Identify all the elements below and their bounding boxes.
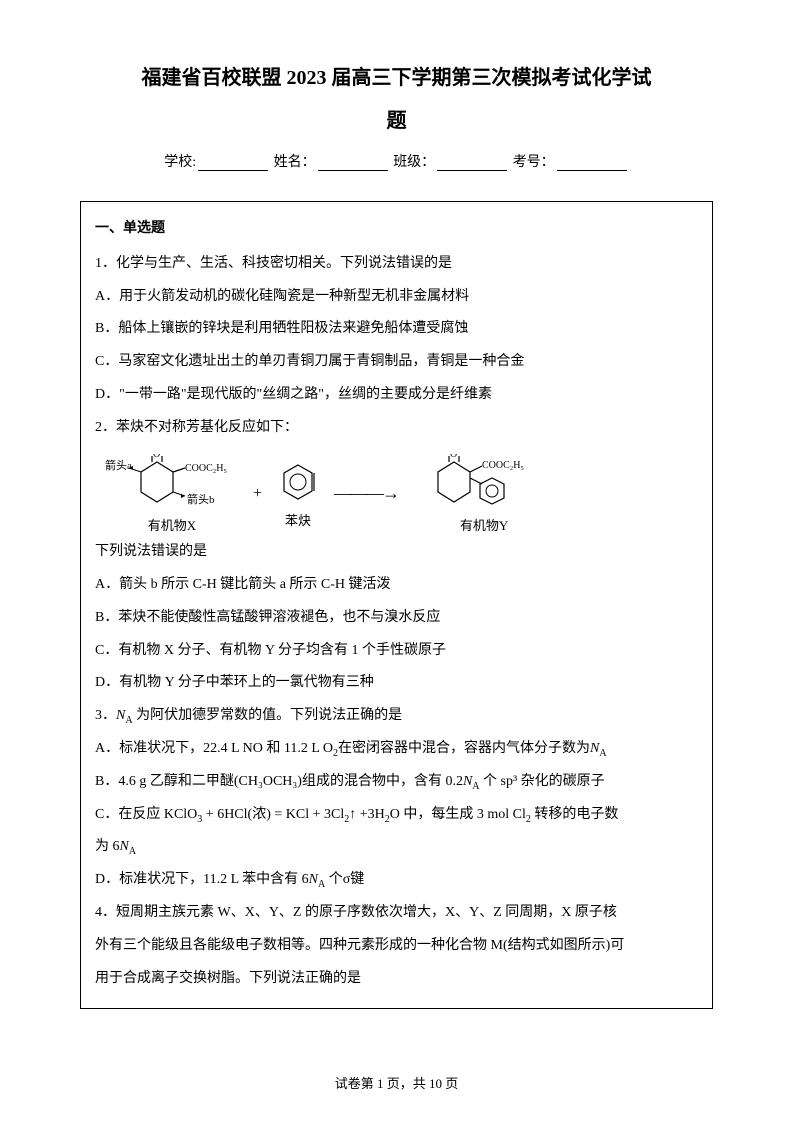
blank-class[interactable] [437, 155, 507, 171]
q3b-na: N [463, 774, 472, 789]
plus-icon: + [253, 484, 262, 503]
q3c2-na: N [120, 839, 129, 854]
molecule-y-label: 有机物Y [460, 518, 508, 534]
q2-option-a: A．箭头 b 所示 C-H 键比箭头 a 所示 C-H 键活泼 [95, 570, 698, 601]
q3-stem-post: 为阿伏加德罗常数的值。下列说法正确的是 [133, 708, 403, 723]
q2-option-c: C．有机物 X 分子、有机物 Y 分子均含有 1 个手性碳原子 [95, 636, 698, 667]
q3c-mid1: + 6HCl(浓) = KCl + 3Cl [202, 807, 344, 822]
q3-na-sub: A [125, 715, 132, 726]
q3d-pre: D．标准状况下，11.2 L 苯中含有 6 [95, 872, 309, 887]
q1-stem: 1．化学与生产、生活、科技密切相关。下列说法错误的是 [95, 249, 698, 280]
q3-option-b: B．4.6 g 乙醇和二甲醚(CH₃OCH₃)组成的混合物中，含有 0.2NA … [95, 767, 698, 798]
q3-option-d: D．标准状况下，11.2 L 苯中含有 6NA 个σ键 [95, 865, 698, 896]
q4-line1: 4．短周期主族元素 W、X、Y、Z 的原子序数依次增大，X、Y、Z 同周期，X … [95, 898, 698, 929]
q3b-post: 个 sp³ 杂化的碳原子 [480, 774, 605, 789]
q3d-na: N [309, 872, 318, 887]
q3-na: N [116, 708, 125, 723]
q3c-pre: C．在反应 KClO [95, 807, 197, 822]
q3-option-c: C．在反应 KClO3 + 6HCl(浓) = KCl + 3Cl2↑ +3H2… [95, 800, 698, 831]
q3b-pre: B．4.6 g 乙醇和二甲醚( [95, 774, 239, 789]
q3-option-c-line2: 为 6NA [95, 832, 698, 863]
blank-name[interactable] [318, 155, 388, 171]
q3a-mid: 在密闭容器中混合，容器内气体分子数为 [338, 741, 590, 756]
arrow-b-label: 箭头b [187, 494, 215, 507]
q3c2-na-sub: A [129, 846, 136, 857]
q4-line2: 外有三个能级且各能级电子数相等。四种元素形成的一种化合物 M(结构式如图所示)可 [95, 931, 698, 962]
formula-label: COOC₂H₅ [185, 463, 227, 474]
q1-option-b: B．船体上镶嵌的锌块是利用牺牲阳极法来避免船体遭受腐蚀 [95, 314, 698, 345]
label-name: 姓名： [274, 155, 316, 170]
q3-option-a: A．标准状况下，22.4 L NO 和 11.2 L O2在密闭容器中混合，容器… [95, 734, 698, 765]
benzyne-icon [278, 459, 318, 509]
q3a-pre: A．标准状况下，22.4 L NO 和 11.2 L O [95, 741, 333, 756]
q2-substem: 下列说法错误的是 [95, 537, 698, 568]
molecule-y-icon: O COOC₂H₅ [414, 454, 554, 514]
q3b-mid: )组成的混合物中，含有 0.2 [297, 774, 463, 789]
q3c2-pre: 为 6 [95, 839, 120, 854]
label-examno: 考号： [513, 155, 555, 170]
reaction-arrow-icon: ———→ [334, 483, 398, 505]
q1-option-c: C．马家窑文化遗址出土的单刃青铜刀属于青铜制品，青铜是一种合金 [95, 347, 698, 378]
q2-stem: 2．苯炔不对称芳基化反应如下： [95, 413, 698, 444]
svg-text:O: O [153, 454, 160, 460]
q3-stem: 3．NA 为阿伏加德罗常数的值。下列说法正确的是 [95, 701, 698, 732]
q3a-na: N [590, 741, 599, 756]
blank-examno[interactable] [557, 155, 627, 171]
svg-text:COOC₂H₅: COOC₂H₅ [482, 460, 524, 471]
q3c-mid3: O 中，每生成 3 mol Cl [390, 807, 526, 822]
q1-option-d: D．"一带一路"是现代版的"丝绸之路"，丝绸的主要成分是纤维素 [95, 380, 698, 411]
q3b-na-sub: A [472, 781, 479, 792]
q3c-mid2: ↑ +3H [349, 807, 385, 822]
label-class: 班级： [393, 155, 435, 170]
section-heading: 一、单选题 [95, 214, 698, 245]
q2-option-b: B．苯炔不能使酸性高锰酸钾溶液褪色，也不与溴水反应 [95, 603, 698, 634]
molecule-x-label: 有机物X [148, 518, 196, 534]
benzyne-group: 苯炔 [278, 459, 318, 529]
blank-school[interactable] [198, 155, 268, 171]
question-content-box: 一、单选题 1．化学与生产、生活、科技密切相关。下列说法错误的是 A．用于火箭发… [80, 201, 713, 1009]
q3-stem-pre: 3． [95, 708, 116, 723]
arrow-a-label: 箭头a [105, 460, 132, 473]
exam-subtitle: 题 [80, 104, 713, 133]
q3d-post: 个σ键 [325, 872, 364, 887]
q1-option-a: A．用于火箭发动机的碳化硅陶瓷是一种新型无机非金属材料 [95, 282, 698, 313]
exam-title: 福建省百校联盟 2023 届高三下学期第三次模拟考试化学试 [80, 60, 713, 96]
q3b-formula: CH₃OCH₃ [239, 774, 298, 789]
benzyne-label: 苯炔 [285, 513, 311, 529]
molecule-x-group: O COOC₂H₅ 箭头a 箭头b 有机物X [107, 454, 237, 534]
page-footer: 试卷第 1 页，共 10 页 [0, 1073, 793, 1092]
molecule-y-group: O COOC₂H₅ 有机物Y [414, 454, 554, 534]
q4-line3: 用于合成离子交换树脂。下列说法正确的是 [95, 964, 698, 995]
label-school: 学校: [164, 155, 196, 170]
reaction-diagram: O COOC₂H₅ 箭头a 箭头b 有机物X + 苯炔 [95, 446, 698, 538]
q3a-na-sub: A [599, 748, 606, 759]
svg-text:O: O [450, 454, 457, 460]
q3c-post: 转移的电子数 [531, 807, 619, 822]
student-info-line: 学校: 姓名： 班级： 考号： [80, 151, 713, 171]
q2-option-d: D．有机物 Y 分子中苯环上的一氯代物有三种 [95, 668, 698, 699]
